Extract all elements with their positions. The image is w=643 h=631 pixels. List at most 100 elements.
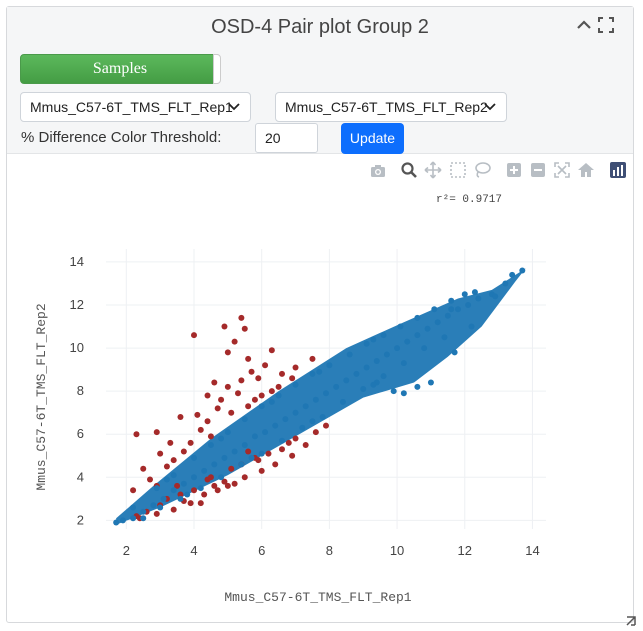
lasso-icon[interactable] (473, 161, 491, 179)
pan-icon[interactable] (424, 161, 442, 179)
reset-axes-icon[interactable] (577, 161, 595, 179)
outlier-point (221, 478, 228, 485)
inlier-point (262, 429, 269, 436)
outlier-point (262, 362, 269, 369)
outlier-point (170, 457, 177, 464)
update-button[interactable]: Update (341, 123, 404, 154)
x-tick-label: 8 (326, 543, 333, 558)
outlier-point (167, 439, 174, 446)
x-sample-select-value: Mmus_C57-6T_TMS_FLT_Rep1 (30, 99, 233, 115)
zoom-icon[interactable] (400, 161, 418, 179)
outlier-point (235, 390, 241, 397)
inlier-point (455, 306, 461, 313)
outlier-point (201, 491, 208, 498)
inlier-point (153, 485, 160, 492)
zoom-in-icon[interactable] (505, 161, 523, 179)
outlier-point (211, 379, 218, 386)
outlier-point (231, 338, 238, 345)
inlier-point (363, 340, 370, 347)
samples-toggle-handle[interactable] (213, 54, 221, 84)
outlier-point (238, 377, 245, 384)
inlier-point (465, 302, 472, 308)
threshold-input[interactable]: 20 (255, 123, 318, 153)
inlier-point (207, 442, 214, 448)
box-select-icon[interactable] (449, 161, 467, 179)
inlier-point (191, 474, 197, 481)
inlier-point (323, 390, 329, 397)
inlier-point (343, 377, 350, 384)
inlier-point (400, 390, 407, 397)
inlier-point (224, 429, 231, 436)
plotly-logo-icon[interactable] (609, 161, 627, 179)
inlier-point (150, 502, 157, 509)
outlier-point (231, 480, 238, 487)
outlier-point (228, 465, 235, 472)
collapse-chevron-up-icon[interactable] (573, 14, 595, 36)
inlier-point (238, 461, 245, 468)
inlier-point (177, 495, 184, 502)
inlier-point (218, 474, 225, 481)
y-tick-label: 10 (70, 340, 84, 355)
zoom-out-icon[interactable] (529, 161, 547, 179)
inlier-point (275, 392, 282, 399)
inlier-point (404, 338, 411, 345)
outlier-point (251, 396, 258, 403)
inlier-point (502, 280, 509, 287)
inlier-point (441, 334, 448, 341)
inlier-point (370, 336, 377, 343)
inlier-point (211, 461, 218, 468)
inlier-point (390, 388, 397, 395)
autoscale-icon[interactable] (553, 161, 571, 179)
outlier-point (197, 500, 204, 507)
outlier-point (289, 375, 296, 382)
outlier-point (221, 323, 228, 330)
x-tick-label: 12 (458, 543, 472, 558)
chevron-down-icon (228, 103, 240, 111)
inlier-point (427, 379, 434, 386)
inlier-point (241, 416, 248, 423)
samples-toggle-button[interactable]: Samples (20, 54, 221, 84)
expand-fullscreen-icon[interactable] (595, 14, 617, 36)
inlier-point (461, 291, 468, 298)
camera-icon[interactable] (369, 162, 387, 180)
inlier-point (509, 271, 516, 278)
outlier-point (255, 375, 262, 382)
outlier-point (153, 510, 160, 517)
y-sample-select[interactable]: Mmus_C57-6T_TMS_FLT_Rep2 (275, 92, 507, 122)
outlier-point (279, 370, 285, 377)
inlier-point (221, 454, 228, 461)
outlier-point (241, 474, 248, 481)
inlier-point (272, 422, 279, 429)
outlier-point (170, 506, 177, 513)
inlier-point (157, 504, 164, 511)
outlier-point (163, 463, 170, 470)
outlier-point (218, 396, 225, 403)
inlier-point (444, 312, 451, 319)
y-tick-label: 14 (70, 254, 84, 269)
inlier-point (380, 332, 387, 339)
x-sample-select[interactable]: Mmus_C57-6T_TMS_FLT_Rep1 (20, 92, 251, 122)
outlier-point (204, 476, 211, 483)
outlier-point (275, 383, 282, 390)
outlier-point (191, 487, 197, 494)
outlier-point (207, 433, 214, 440)
inlier-point (197, 485, 204, 492)
inlier-point (302, 403, 309, 410)
inlier-point (309, 370, 316, 377)
chevron-down-icon (484, 103, 496, 111)
inlier-point (380, 373, 387, 380)
outlier-point (245, 403, 252, 410)
outlier-point (180, 448, 187, 455)
inlier-point (360, 386, 367, 392)
inlier-point (363, 364, 370, 371)
outlier-point (323, 422, 329, 429)
outlier-point (245, 355, 252, 362)
outlier-point (130, 487, 137, 494)
outlier-point (238, 314, 245, 321)
outlier-point (214, 405, 221, 412)
inlier-point (292, 409, 299, 416)
outlier-point (214, 487, 221, 494)
inlier-point (394, 345, 401, 352)
resize-handle-icon[interactable] (625, 615, 637, 627)
